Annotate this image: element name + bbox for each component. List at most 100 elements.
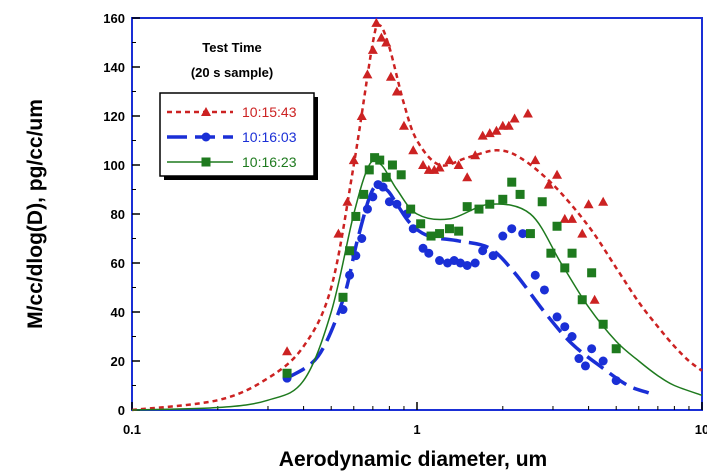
data-point-10:16:23 bbox=[454, 226, 464, 236]
data-point-10:15:43 bbox=[509, 113, 520, 123]
legend-marker bbox=[201, 157, 211, 167]
data-point-10:16:03 bbox=[552, 312, 562, 322]
data-point-10:16:03 bbox=[574, 354, 584, 364]
data-point-10:16:03 bbox=[478, 246, 488, 256]
data-point-10:16:23 bbox=[381, 172, 391, 182]
data-point-10:15:43 bbox=[444, 155, 455, 165]
data-point-10:16:23 bbox=[567, 248, 577, 258]
y-tick-label: 40 bbox=[111, 305, 125, 320]
legend-box-shadow bbox=[314, 97, 318, 180]
y-tick-label: 80 bbox=[111, 207, 125, 222]
x-axis-title: Aerodynamic diameter, um bbox=[279, 448, 547, 471]
data-point-10:16:23 bbox=[598, 319, 608, 329]
data-point-10:16:23 bbox=[552, 221, 562, 231]
data-point-10:16:03 bbox=[530, 270, 540, 280]
data-point-10:16:03 bbox=[587, 344, 597, 354]
data-point-10:16:23 bbox=[537, 197, 547, 207]
data-point-10:16:03 bbox=[408, 224, 418, 234]
data-point-10:16:03 bbox=[362, 204, 372, 214]
data-point-10:15:43 bbox=[470, 150, 481, 160]
data-point-10:16:03 bbox=[498, 231, 508, 241]
data-point-10:15:43 bbox=[583, 199, 594, 209]
data-point-10:15:43 bbox=[367, 44, 378, 54]
data-point-10:16:23 bbox=[444, 224, 454, 234]
data-point-10:15:43 bbox=[530, 155, 541, 165]
data-point-10:16:03 bbox=[345, 270, 355, 280]
data-point-10:16:23 bbox=[370, 153, 380, 163]
data-point-10:16:03 bbox=[378, 182, 388, 192]
data-point-10:16:03 bbox=[518, 229, 528, 239]
data-point-10:16:23 bbox=[462, 202, 472, 212]
x-tick-label: 1 bbox=[413, 422, 420, 437]
data-point-10:16:23 bbox=[474, 204, 484, 214]
data-point-10:16:03 bbox=[470, 258, 480, 268]
data-point-10:16:23 bbox=[282, 368, 292, 378]
x-tick-label: 10 bbox=[695, 422, 707, 437]
legend-label: 10:16:23 bbox=[242, 154, 297, 170]
y-tick-label: 160 bbox=[103, 11, 125, 26]
data-point-10:16:03 bbox=[598, 356, 608, 366]
data-point-10:15:43 bbox=[408, 145, 419, 155]
data-point-10:16:23 bbox=[406, 204, 416, 214]
data-point-10:15:43 bbox=[598, 196, 609, 206]
data-point-10:16:03 bbox=[384, 197, 394, 207]
data-point-10:15:43 bbox=[522, 108, 533, 118]
data-point-10:16:03 bbox=[507, 224, 517, 234]
data-point-10:16:23 bbox=[577, 295, 587, 305]
data-point-10:15:43 bbox=[333, 228, 344, 238]
data-point-10:16:23 bbox=[396, 170, 406, 180]
data-point-10:15:43 bbox=[418, 160, 429, 169]
y-tick-label: 120 bbox=[103, 109, 125, 124]
data-point-10:16:23 bbox=[426, 231, 436, 241]
data-point-10:16:23 bbox=[435, 229, 445, 239]
legend-box-shadow-bottom bbox=[164, 176, 318, 180]
fit-curve-10:16:23 bbox=[131, 159, 703, 411]
data-point-10:16:23 bbox=[611, 344, 621, 354]
data-point-10:16:23 bbox=[359, 189, 369, 199]
data-point-10:15:43 bbox=[282, 346, 293, 356]
data-point-10:16:03 bbox=[539, 285, 549, 295]
data-point-10:15:43 bbox=[362, 69, 373, 79]
data-point-10:15:43 bbox=[398, 120, 409, 130]
data-point-10:16:23 bbox=[375, 155, 385, 165]
series-layer bbox=[131, 17, 703, 412]
data-point-10:15:43 bbox=[385, 71, 396, 81]
data-point-10:15:43 bbox=[577, 228, 588, 238]
data-point-10:15:43 bbox=[453, 160, 464, 169]
data-point-10:15:43 bbox=[376, 32, 387, 42]
data-point-10:16:03 bbox=[455, 258, 465, 268]
data-point-10:15:43 bbox=[503, 120, 514, 130]
data-point-10:15:43 bbox=[567, 213, 578, 223]
legend-marker bbox=[201, 107, 211, 116]
data-point-10:15:43 bbox=[381, 37, 392, 47]
data-point-10:16:23 bbox=[351, 211, 361, 221]
y-axis-title: M/cc/dlog(D), pg/cc/um bbox=[24, 99, 47, 329]
legend-label: 10:15:43 bbox=[242, 104, 297, 120]
legend-label: 10:16:03 bbox=[242, 129, 297, 145]
data-point-10:15:43 bbox=[552, 169, 563, 179]
data-point-10:16:23 bbox=[345, 246, 355, 256]
y-tick-label: 0 bbox=[118, 403, 125, 418]
data-point-10:16:23 bbox=[416, 219, 426, 229]
data-point-10:16:23 bbox=[387, 160, 397, 170]
y-tick-label: 20 bbox=[111, 354, 125, 369]
data-point-10:15:43 bbox=[371, 17, 382, 27]
legend-marker bbox=[201, 132, 211, 142]
data-point-10:16:03 bbox=[580, 361, 590, 371]
legend-title-line-2: (20 s sample) bbox=[191, 65, 273, 80]
data-point-10:15:43 bbox=[491, 125, 502, 135]
legend-entries: 10:15:43 10:16:03 10:16:23 bbox=[167, 104, 297, 170]
data-point-10:16:23 bbox=[546, 248, 556, 258]
data-point-10:15:43 bbox=[462, 172, 473, 182]
data-point-10:16:03 bbox=[424, 248, 434, 258]
data-point-10:16:23 bbox=[525, 229, 535, 239]
data-point-10:16:23 bbox=[485, 199, 495, 209]
data-point-10:16:23 bbox=[515, 189, 525, 199]
data-point-10:15:43 bbox=[559, 213, 570, 223]
data-point-10:16:03 bbox=[338, 305, 348, 315]
y-axis: 0 20 40 60 80 100 120 140 160 bbox=[103, 11, 140, 418]
data-point-10:15:43 bbox=[543, 179, 554, 189]
data-point-10:15:43 bbox=[477, 130, 488, 140]
x-axis: 0.1 1 10 bbox=[123, 402, 707, 437]
